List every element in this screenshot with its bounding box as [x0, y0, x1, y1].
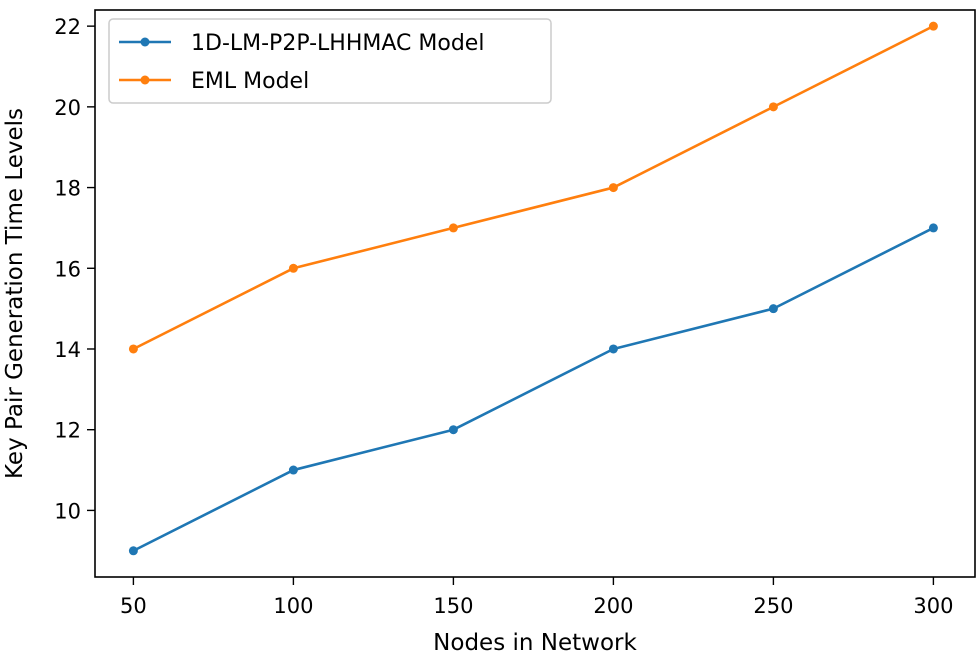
- x-axis: 50 100 150 200 250 300: [120, 577, 953, 618]
- x-tick-label: 50: [120, 594, 147, 618]
- y-tick-label: 20: [54, 96, 81, 120]
- plot-area: [94, 9, 976, 578]
- y-tick-label: 18: [54, 177, 81, 201]
- legend-swatch-marker: [140, 37, 150, 47]
- legend-label: 1D-LM-P2P-LHHMAC Model: [191, 31, 484, 56]
- x-tick-label: 150: [433, 594, 473, 618]
- data-point-1d-lm-p2p-lhhmac-model: [608, 344, 618, 354]
- data-point-1d-lm-p2p-lhhmac-model: [128, 546, 138, 556]
- y-axis-label: Key Pair Generation Time Levels: [2, 108, 28, 479]
- data-point-eml-model: [128, 344, 138, 354]
- legend-items: 1D-LM-P2P-LHHMAC Model EML Model: [119, 31, 484, 94]
- data-point-eml-model: [768, 102, 778, 112]
- data-point-eml-model: [608, 183, 618, 193]
- x-tick-label: 200: [593, 594, 633, 618]
- y-tick-label: 12: [54, 419, 81, 443]
- legend-swatch-marker: [140, 75, 150, 85]
- series-line-eml-model: [132, 24, 934, 351]
- legend-box: [108, 18, 552, 104]
- legend-label: EML Model: [191, 69, 309, 94]
- legend: 1D-LM-P2P-LHHMAC Model EML Model: [108, 18, 552, 104]
- x-tick-label: 300: [913, 594, 953, 618]
- data-point-1d-lm-p2p-lhhmac-model: [448, 425, 458, 435]
- y-axis: 10 12 14 16 18 20 22: [54, 15, 95, 523]
- y-tick-label: 16: [54, 257, 81, 281]
- data-point-1d-lm-p2p-lhhmac-model: [928, 223, 938, 233]
- x-tick-label: 100: [273, 594, 313, 618]
- y-tick-label: 14: [54, 338, 81, 362]
- data-point-eml-model: [928, 21, 938, 31]
- y-tick-label: 22: [54, 15, 81, 39]
- series-line-1d-lm-p2p-lhhmac-model: [132, 226, 934, 552]
- x-axis-label: Nodes in Network: [433, 630, 637, 656]
- data-point-eml-model: [288, 263, 298, 273]
- series-layer: [128, 21, 938, 556]
- x-tick-label: 250: [753, 594, 793, 618]
- data-point-eml-model: [448, 223, 458, 233]
- data-point-1d-lm-p2p-lhhmac-model: [288, 465, 298, 475]
- plot-frame: [94, 9, 976, 578]
- data-point-1d-lm-p2p-lhhmac-model: [768, 304, 778, 314]
- y-tick-label: 10: [54, 499, 81, 523]
